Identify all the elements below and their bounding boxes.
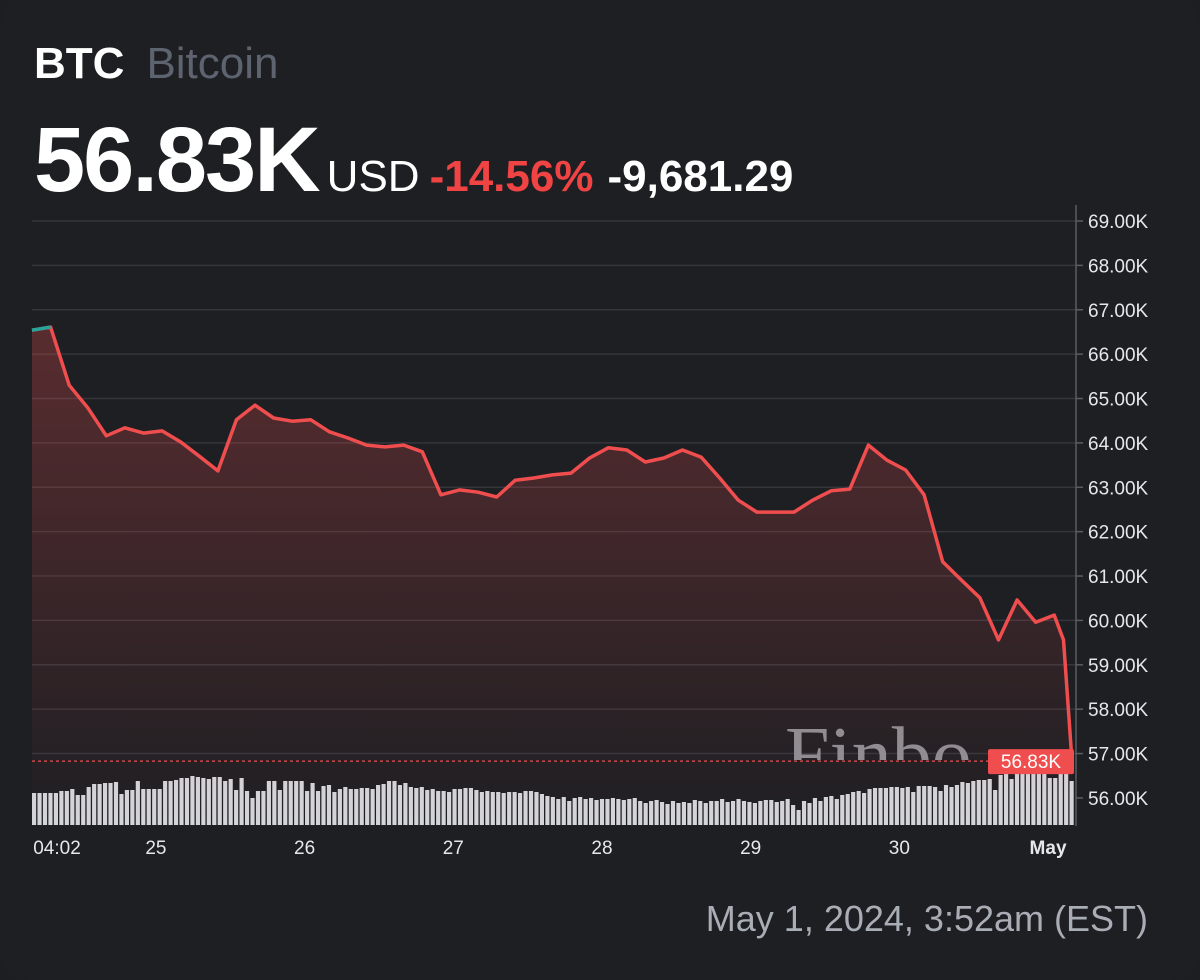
x-tick-label: 27 — [443, 838, 464, 859]
y-tick-label: 66.00K — [1088, 345, 1149, 366]
x-tick-label: May — [1030, 838, 1067, 859]
asset-name: Bitcoin — [146, 39, 279, 88]
asset-title: BTC Bitcoin — [34, 40, 279, 88]
price-row: 56.83K USD -14.56% -9,681.29 — [34, 110, 793, 210]
y-tick-label: 57.00K — [1088, 745, 1149, 766]
last-price-badge — [988, 749, 1074, 775]
current-price: 56.83K — [34, 109, 321, 211]
price-line-up-segment — [31, 325, 51, 332]
x-tick-label: 04:02 — [33, 838, 81, 859]
price-area-fill — [32, 327, 1072, 825]
x-tick-label: 30 — [889, 838, 910, 859]
last-price-label: 56.83K — [1001, 752, 1062, 773]
x-tick-label: 29 — [740, 838, 761, 859]
x-tick-label: 25 — [145, 838, 166, 859]
y-tick-label: 61.00K — [1088, 567, 1149, 588]
y-tick-label: 67.00K — [1088, 301, 1149, 322]
x-tick-label: 26 — [294, 838, 315, 859]
currency: USD — [326, 152, 420, 201]
ticker-symbol: BTC — [34, 39, 125, 88]
y-tick-label: 62.00K — [1088, 523, 1149, 544]
y-tick-label: 69.00K — [1088, 212, 1149, 233]
y-tick-label: 58.00K — [1088, 700, 1149, 721]
y-tick-label: 56.00K — [1088, 789, 1149, 810]
x-tick-label: 28 — [591, 838, 612, 859]
change-absolute: -9,681.29 — [607, 152, 794, 201]
change-percent: -14.56% — [429, 152, 594, 201]
price-line — [31, 325, 1074, 762]
y-tick-label: 68.00K — [1088, 256, 1149, 277]
y-tick-label: 60.00K — [1088, 611, 1149, 632]
y-tick-label: 59.00K — [1088, 656, 1149, 677]
y-tick-label: 65.00K — [1088, 390, 1149, 411]
y-tick-label: 64.00K — [1088, 434, 1149, 455]
y-tick-label: 63.00K — [1088, 478, 1149, 499]
timestamp: May 1, 2024, 3:52am (EST) — [705, 898, 1148, 939]
